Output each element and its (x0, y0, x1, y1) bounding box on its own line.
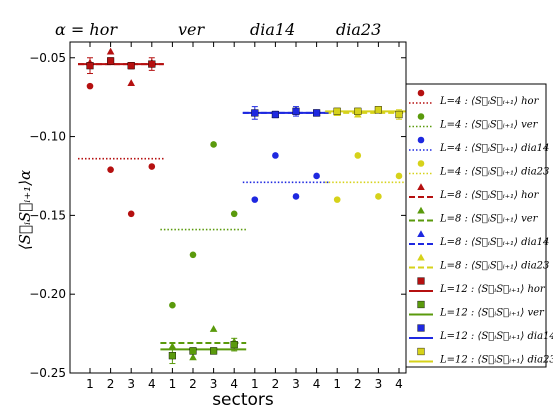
x-tick-label: 1 (333, 377, 341, 391)
legend-label: L=8 : ⟨S⃗ᵢS⃗ᵢ₊₁⟩ dia23 (439, 261, 549, 272)
legend-label: L=4 : ⟨S⃗ᵢS⃗ᵢ₊₁⟩ ver (439, 120, 539, 131)
x-tick-label: 4 (395, 377, 403, 391)
point-L12-ver (230, 341, 238, 349)
point-L8-hor (127, 79, 135, 87)
y-tick-label: −0.10 (29, 130, 66, 144)
point-L4-ver (169, 301, 176, 309)
legend-label: L=12 : ⟨S⃗ᵢS⃗ᵢ₊₁⟩ dia23 (439, 355, 553, 366)
point-L12-ver (168, 352, 177, 360)
point-L12-ver (209, 347, 218, 355)
group-label-dia14: dia14 (250, 20, 295, 39)
point-L12-hor (106, 57, 115, 65)
legend-marker-L4-hor (417, 89, 425, 97)
point-L12-dia14 (292, 107, 300, 115)
x-tick-label: 3 (375, 377, 383, 391)
legend-label: L=8 : ⟨S⃗ᵢS⃗ᵢ₊₁⟩ dia14 (439, 237, 549, 248)
group-label-dia23: dia23 (336, 20, 381, 39)
point-L4-dia23 (375, 193, 382, 200)
x-axis-label: sectors (212, 390, 274, 410)
legend-box (405, 83, 547, 368)
x-tick-label: 4 (148, 377, 156, 391)
y-axis-label: ⟨S⃗ᵢS⃗ᵢ₊₁⟩α (16, 170, 34, 250)
legend-label: L=4 : ⟨S⃗ᵢS⃗ᵢ₊₁⟩ dia14 (439, 143, 549, 154)
point-L4-dia23 (354, 152, 362, 159)
legend-marker-L4-dia23 (417, 160, 425, 167)
point-L4-hor (148, 163, 156, 170)
legend-marker-L8-dia23 (417, 253, 425, 261)
x-tick-label: 4 (230, 377, 238, 391)
legend-marker-L12-dia23 (417, 347, 425, 356)
point-L12-hor (86, 62, 94, 70)
y-tick-label: −0.20 (29, 287, 66, 301)
x-tick-label: 2 (354, 377, 362, 391)
point-L12-dia23 (354, 107, 362, 115)
point-L4-hor (127, 210, 135, 218)
point-L12-dia14 (313, 109, 321, 117)
point-L8-ver (189, 353, 197, 361)
x-tick-label: 3 (210, 377, 218, 391)
point-L4-ver (210, 141, 217, 148)
point-L4-ver (189, 251, 197, 259)
point-L4-dia14 (313, 172, 320, 180)
legend-marker-L8-ver (417, 206, 425, 214)
legend-label: L=4 : ⟨S⃗ᵢS⃗ᵢ₊₁⟩ hor (439, 96, 540, 107)
point-L4-dia23 (395, 172, 403, 180)
legend-marker-L8-hor (417, 183, 425, 191)
point-L12-dia14 (251, 109, 259, 117)
point-L12-ver (189, 347, 197, 355)
point-L12-dia14 (271, 110, 280, 119)
point-L12-hor (148, 60, 156, 68)
group-label-hor: α = hor (55, 20, 118, 39)
legend: L=4 : ⟨S⃗ᵢS⃗ᵢ₊₁⟩ hor L=4 : ⟨S⃗ᵢS⃗ᵢ₊₁⟩ ver… (405, 83, 553, 368)
y-tick-label: −0.15 (29, 208, 66, 222)
point-L12-dia23 (374, 106, 383, 114)
point-L4-ver (230, 210, 238, 218)
point-L12-dia23 (333, 107, 341, 115)
axes: −0.05−0.10−0.15−0.20−0.251 2 3 4 1 2 3 4 1 2 3 4 1 2 3… (29, 42, 406, 391)
legend-marker-L4-dia14 (417, 136, 425, 144)
legend-marker-L4-ver (417, 113, 425, 120)
legend-label: L=12 : ⟨S⃗ᵢS⃗ᵢ₊₁⟩ ver (439, 308, 545, 319)
point-L4-hor (107, 166, 114, 173)
point-L4-hor (86, 82, 94, 90)
x-tick-label: 1 (169, 377, 177, 391)
point-L4-dia14 (292, 193, 300, 200)
legend-marker-L12-ver (417, 300, 425, 309)
legend-label: L=12 : ⟨S⃗ᵢS⃗ᵢ₊₁⟩ hor (439, 284, 546, 295)
legend-label: L=8 : ⟨S⃗ᵢS⃗ᵢ₊₁⟩ hor (439, 190, 540, 201)
x-tick-label: 2 (272, 377, 280, 391)
point-L8-ver (209, 325, 218, 332)
group-label-ver: ver (178, 20, 206, 39)
group-labels: α = hor ver dia14 dia23 (55, 20, 381, 39)
point-L12-hor (127, 62, 135, 70)
legend-marker-L8-dia14 (417, 230, 425, 238)
legend-marker-L12-dia14 (417, 324, 425, 332)
x-tick-label: 3 (292, 377, 300, 391)
legend-label: L=8 : ⟨S⃗ᵢS⃗ᵢ₊₁⟩ ver (439, 214, 539, 225)
legend-label: L=12 : ⟨S⃗ᵢS⃗ᵢ₊₁⟩ dia14 (439, 331, 553, 342)
point-L4-dia23 (333, 196, 341, 203)
x-tick-label: 2 (189, 377, 197, 391)
y-tick-label: −0.25 (29, 366, 66, 380)
point-L12-dia23 (395, 110, 403, 119)
x-tick-label: 4 (313, 377, 321, 391)
x-tick-label: 3 (127, 377, 135, 391)
y-axis-label-text: ⟨S⃗ᵢS⃗ᵢ₊₁⟩α (16, 170, 34, 250)
point-L8-hor (106, 47, 115, 55)
x-tick-label: 1 (86, 377, 94, 391)
point-L4-dia14 (272, 152, 279, 159)
point-L4-dia14 (251, 196, 259, 203)
y-tick-label: −0.05 (29, 51, 66, 65)
legend-label: L=4 : ⟨S⃗ᵢS⃗ᵢ₊₁⟩ dia23 (439, 167, 549, 178)
data-points (86, 47, 403, 365)
x-tick-label: 2 (107, 377, 115, 391)
x-tick-label: 1 (251, 377, 259, 391)
legend-marker-L12-hor (417, 277, 425, 285)
